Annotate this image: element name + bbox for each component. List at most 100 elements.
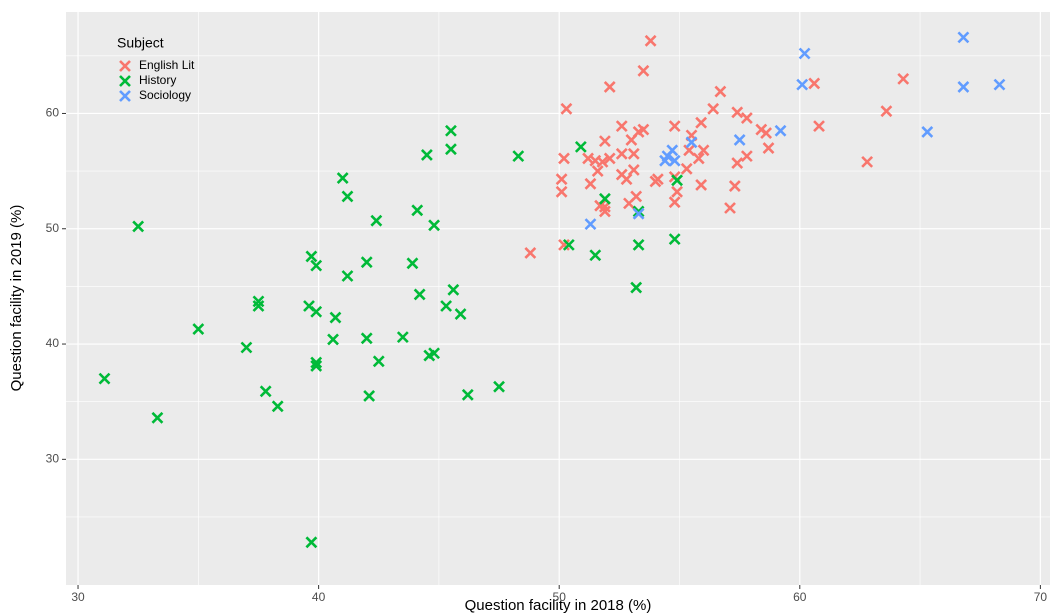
x-tick-label: 40 [312,590,326,604]
point [562,238,575,251]
point [813,120,825,133]
point [445,143,457,156]
point [957,31,970,44]
point [637,64,650,77]
point [445,124,457,137]
point [370,214,383,227]
x-axis-label: Question facility in 2018 (%) [465,597,652,614]
point [668,196,681,209]
point [796,78,809,91]
point [668,120,681,133]
point [560,102,573,115]
point [697,144,710,157]
point [327,333,339,346]
point [603,152,616,165]
point [132,220,145,233]
point [740,150,753,163]
point [192,323,205,335]
point [589,249,602,262]
point [714,85,727,98]
point [584,177,597,190]
point [558,238,570,251]
point [360,256,373,269]
point [305,250,318,263]
point [668,154,681,167]
point [336,172,349,184]
y-tick-label: 50 [46,221,60,235]
point [695,116,708,129]
point [360,332,373,345]
y-axis-label: Question facility in 2019 (%) [8,205,25,392]
legend-label: Sociology [139,88,191,102]
point [428,219,441,232]
point [692,152,705,165]
point [594,199,607,212]
legend-swatch [119,90,131,102]
point [668,233,681,246]
legend-swatch [119,60,131,72]
point [728,180,741,193]
point [341,270,354,282]
point [558,152,570,165]
point [880,105,893,118]
point [596,155,609,168]
y-tick-label: 30 [46,452,60,466]
point [632,207,645,220]
point [695,179,708,191]
point [632,205,645,218]
point [861,155,874,168]
point [396,331,409,344]
point [440,300,453,312]
point [707,102,720,115]
point [659,154,671,167]
point [615,147,628,160]
legend-title: Subject [117,35,164,51]
x-tick-label: 70 [1034,590,1048,604]
point [591,165,604,178]
point [413,288,426,301]
point [683,144,696,157]
point [363,390,376,402]
point [630,281,643,294]
point [685,136,698,149]
point [644,34,657,47]
point [582,152,594,165]
point [671,174,684,187]
x-tick-label: 50 [553,590,567,604]
point [625,134,638,146]
x-tick-label: 30 [71,590,85,604]
marks [98,31,1006,549]
point [808,77,821,90]
x-tick-label: 60 [793,590,807,604]
point [372,355,385,368]
point [598,135,611,148]
point [615,120,628,133]
point [724,202,736,214]
point [329,311,342,324]
point [406,257,419,270]
point [731,106,744,119]
point [310,305,323,318]
point [620,173,633,186]
legend-label: English Lit [139,58,195,72]
point [493,380,505,393]
point [921,125,934,138]
point [555,173,568,186]
point [671,185,684,198]
point [420,149,433,161]
point [461,388,474,401]
point [897,72,910,85]
point [760,127,773,139]
point [428,347,441,360]
point [627,164,640,176]
legend-swatch [119,75,131,87]
point [512,150,525,163]
point [447,283,460,296]
point [252,300,265,312]
point [555,185,568,198]
point [623,197,635,210]
point [240,341,253,354]
point [651,173,664,186]
point [252,295,265,308]
